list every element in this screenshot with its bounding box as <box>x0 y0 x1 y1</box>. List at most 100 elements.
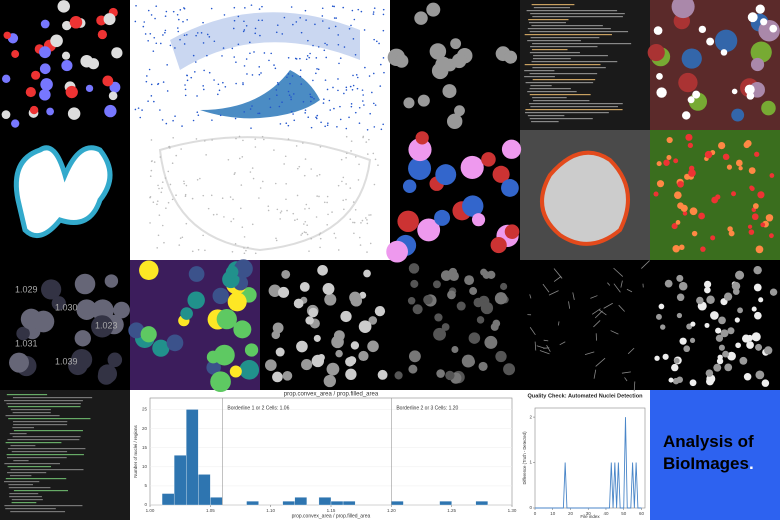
cell-dot <box>153 36 156 39</box>
cell-dot <box>350 140 353 142</box>
y-tick-label: 20 <box>142 426 148 431</box>
x-tick-label: 50 <box>621 511 627 516</box>
cell-dot <box>197 248 200 251</box>
cell <box>653 26 663 35</box>
cell-dot <box>210 7 213 10</box>
nucleus <box>61 51 71 60</box>
cell-dot <box>290 96 292 98</box>
cell-dot <box>161 181 164 183</box>
code-line <box>11 502 37 504</box>
cell-dot <box>164 15 167 17</box>
cell-dot <box>273 64 275 66</box>
nucleus <box>728 230 735 237</box>
cell-dot <box>243 236 246 238</box>
cell-dot <box>224 86 227 88</box>
nucleus <box>724 363 733 372</box>
cell <box>447 290 456 300</box>
cell-dot <box>338 62 340 65</box>
cell <box>706 37 715 46</box>
nucleus <box>732 288 740 295</box>
cell-dot <box>234 117 237 120</box>
region <box>216 309 237 330</box>
nucleus <box>108 91 118 101</box>
cell <box>495 350 507 363</box>
code-line <box>526 10 618 12</box>
cell-dot <box>304 109 307 111</box>
code-line <box>5 415 60 417</box>
cell-dot <box>304 158 307 160</box>
nucleus <box>754 151 760 157</box>
cell-dot <box>250 4 253 6</box>
code-line <box>528 19 569 21</box>
cell-dot <box>296 167 299 170</box>
nucleus <box>39 46 51 59</box>
y-tick-label: 1 <box>529 460 532 465</box>
code-line <box>529 94 591 96</box>
cell-dot <box>233 19 236 22</box>
nucleus <box>31 70 41 80</box>
nucleus <box>690 321 696 327</box>
neurite <box>607 282 611 286</box>
cell-dot <box>258 8 261 10</box>
cell-dot <box>149 175 152 178</box>
nucleus <box>698 212 705 220</box>
cell <box>698 25 707 34</box>
code-line <box>6 403 81 405</box>
cell-dot <box>361 89 364 91</box>
cell <box>340 310 352 323</box>
code-line <box>530 37 600 39</box>
cell-dot <box>243 20 245 23</box>
cell-dot <box>319 246 321 249</box>
nucleus <box>687 142 693 149</box>
cell-dot <box>206 33 209 36</box>
nucleus <box>653 191 659 197</box>
cell <box>410 279 419 288</box>
cell-dot <box>257 112 259 115</box>
code-line <box>532 97 567 99</box>
bar <box>282 501 295 506</box>
nucleus <box>655 313 662 320</box>
cell-dot <box>307 116 310 119</box>
nucleus <box>727 351 736 361</box>
code-line <box>524 34 612 36</box>
code-line <box>4 481 40 483</box>
cell-dot <box>377 164 379 166</box>
cell-dot <box>336 125 338 128</box>
code-line <box>10 409 51 411</box>
neurite <box>613 283 621 293</box>
code-line <box>4 400 83 402</box>
cell-dot <box>238 135 241 138</box>
bar <box>173 455 187 506</box>
nucleus <box>678 281 688 291</box>
code-line <box>527 91 577 93</box>
cell <box>278 286 290 298</box>
neurite <box>543 339 549 342</box>
cell-dot <box>306 224 308 227</box>
bar <box>210 497 223 506</box>
cell-dot <box>249 52 251 55</box>
nucleus <box>737 307 743 314</box>
cell-dot <box>235 137 237 140</box>
cell-dot <box>328 27 330 29</box>
code-line <box>529 31 629 33</box>
cell-dot <box>343 92 345 95</box>
cell-dot <box>372 152 375 155</box>
cell-dot <box>143 21 146 23</box>
cell-dot <box>365 141 368 143</box>
cell-dot <box>241 156 244 158</box>
x-axis-label: File index <box>580 514 600 519</box>
cell-dot <box>186 74 188 77</box>
code-line <box>529 73 598 75</box>
cell-dot <box>157 234 160 237</box>
nucleus <box>71 348 93 371</box>
cell-dot <box>172 10 175 13</box>
nucleus <box>98 364 118 384</box>
nucleus <box>683 345 691 353</box>
cell <box>417 94 430 107</box>
nucleus <box>751 306 757 312</box>
nucleus <box>415 131 429 145</box>
cell-dot <box>331 211 333 213</box>
neurite <box>548 290 559 296</box>
nucleus <box>749 185 754 190</box>
